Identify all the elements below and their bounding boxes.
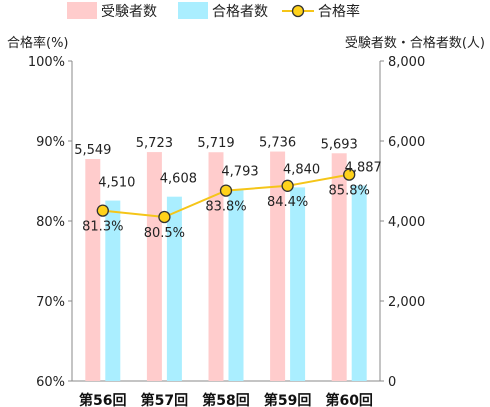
- bar-passers: [351, 185, 367, 381]
- label-applicants: 5,549: [74, 143, 111, 158]
- right-tick-label: 8,000: [388, 55, 425, 70]
- category-label: 第57回: [141, 392, 188, 407]
- category-label: 第60回: [325, 392, 372, 407]
- bar-applicants: [208, 152, 224, 381]
- label-pass-rate: 80.5%: [144, 226, 185, 241]
- left-tick-label: 90%: [36, 135, 65, 150]
- bars-group: [85, 151, 367, 381]
- legend-label-passers: 合格者数: [212, 4, 268, 20]
- label-passers: 4,608: [160, 172, 197, 187]
- legend-marker-pass-rate: [291, 4, 305, 18]
- right-tick-label: 6,000: [388, 135, 425, 150]
- left-tick-label: 70%: [36, 295, 65, 310]
- label-pass-rate: 83.8%: [205, 200, 246, 215]
- right-tick-label: 4,000: [388, 215, 425, 230]
- legend-swatch-passers: [178, 2, 208, 19]
- pass-rate-line-group: [96, 168, 356, 224]
- pass-rate-point: [158, 210, 171, 224]
- label-applicants: 5,693: [321, 137, 358, 152]
- label-applicants: 5,723: [136, 136, 173, 151]
- left-tick-label: 80%: [36, 215, 65, 230]
- bar-applicants: [331, 153, 347, 381]
- legend: 受験者数 合格者数 合格率: [67, 2, 360, 20]
- category-label: 第59回: [264, 392, 311, 407]
- left-tick-label: 60%: [36, 375, 65, 390]
- label-passers: 4,887: [345, 161, 382, 176]
- label-passers: 4,510: [98, 176, 135, 191]
- label-pass-rate: 84.4%: [267, 195, 308, 210]
- bar-applicants: [270, 151, 286, 381]
- pass-rate-point: [281, 179, 294, 192]
- right-tick-label: 2,000: [388, 295, 425, 310]
- bar-passers: [290, 187, 306, 381]
- pass-rate-point: [219, 184, 233, 197]
- bar-passers: [105, 200, 121, 381]
- data-labels-group: 5,549 4,510 第56回 5,723 4,608 第57回 5,719 4,793 第5…: [74, 136, 382, 407]
- left-tick-label: 100%: [28, 55, 65, 70]
- bar-passers: [166, 196, 182, 381]
- pass-rate-point: [343, 168, 356, 181]
- axes-group: 60% 70% 80% 90% 100% 0 2,000 4,000 6,000 8,000: [28, 55, 425, 390]
- legend-label-applicants: 受験者数: [101, 4, 157, 20]
- bar-applicants: [146, 152, 162, 381]
- label-pass-rate: 85.8%: [329, 184, 370, 199]
- bar-applicants: [85, 159, 101, 381]
- legend-label-pass-rate: 合格率: [318, 3, 360, 20]
- right-axis-title: 受験者数・合格者数(人): [345, 35, 485, 51]
- label-applicants: 5,719: [197, 136, 234, 151]
- label-passers: 4,793: [221, 164, 258, 179]
- label-pass-rate: 81.3%: [82, 220, 123, 235]
- right-tick-label: 0: [388, 375, 396, 390]
- label-passers: 4,840: [283, 162, 320, 177]
- bar-passers: [228, 189, 244, 381]
- legend-swatch-applicants: [67, 2, 97, 19]
- category-label: 第56回: [79, 392, 126, 407]
- category-label: 第58回: [202, 392, 249, 407]
- pass-rate-point: [96, 204, 109, 217]
- label-applicants: 5,736: [259, 136, 296, 151]
- left-axis-title: 合格率(%): [7, 35, 69, 51]
